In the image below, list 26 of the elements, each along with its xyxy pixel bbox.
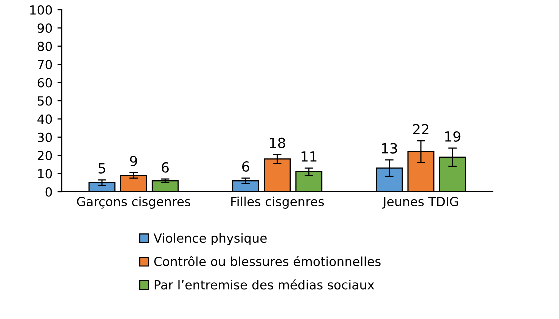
x-tick-label: Garçons cisgenres [77, 196, 191, 209]
y-tick-label: 20 [38, 151, 52, 161]
data-label: 22 [413, 124, 429, 135]
y-tick-label: 0 [46, 187, 52, 197]
data-label: 6 [162, 162, 169, 173]
y-tick-label: 80 [38, 42, 52, 52]
data-label: 13 [382, 143, 398, 154]
y-tick-label: 50 [38, 96, 52, 106]
legend-label: Violence physique [154, 233, 267, 246]
y-tick-label: 90 [38, 24, 52, 34]
y-tick-label: 40 [38, 114, 52, 124]
y-tick-label: 100 [30, 5, 52, 15]
data-label: 6 [242, 162, 250, 172]
legend-label: Par l’entremise des médias sociaux [154, 280, 374, 290]
x-tick-label: Filles cisgenres [232, 196, 324, 209]
y-tick-label: 70 [38, 60, 52, 70]
data-label: 18 [270, 138, 286, 148]
legend-label: Contrôle ou blessures émotionnelles [154, 256, 381, 266]
data-label: 9 [130, 156, 138, 167]
data-label: 11 [302, 152, 317, 162]
data-label: 19 [445, 131, 461, 142]
y-tick-label: 60 [38, 78, 52, 88]
y-tick-label: 30 [38, 132, 52, 142]
x-tick-label: Jeunes TDIG [382, 197, 458, 209]
data-label: 5 [98, 164, 106, 174]
y-tick-label: 10 [38, 169, 52, 179]
